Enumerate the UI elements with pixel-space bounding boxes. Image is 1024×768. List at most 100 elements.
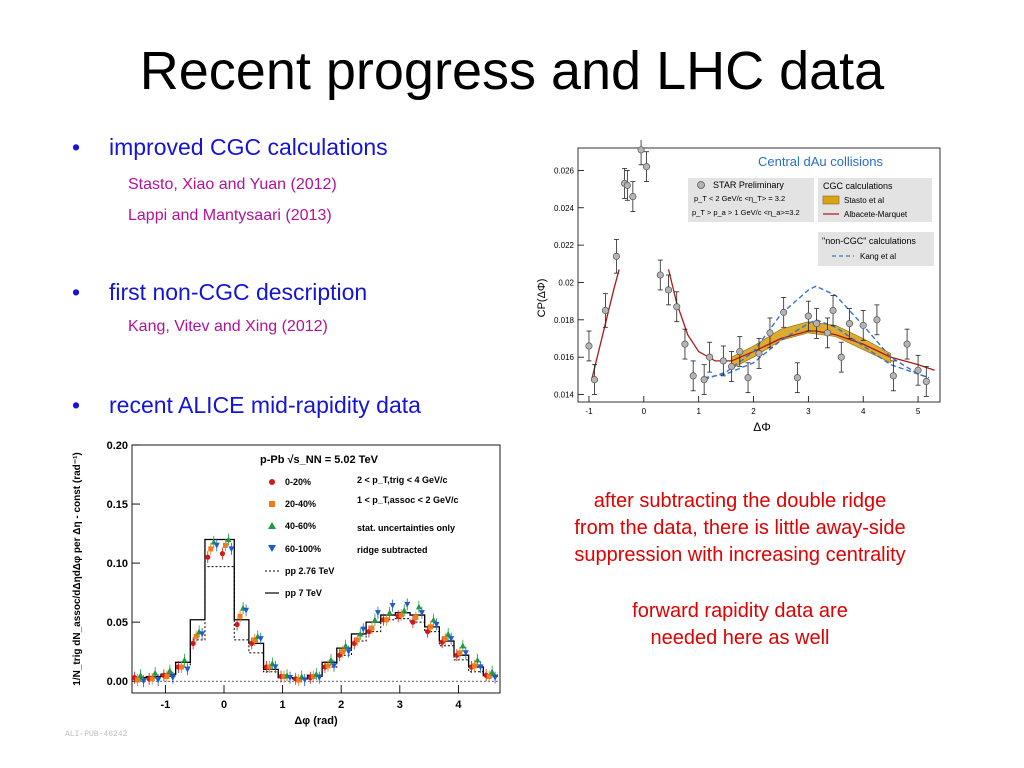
data-point <box>873 316 881 324</box>
x-tick-label: 0 <box>642 407 647 416</box>
data-point <box>345 649 352 655</box>
data-point <box>398 612 404 618</box>
data-point <box>922 377 930 386</box>
data-point <box>462 650 469 657</box>
data-point <box>728 362 736 371</box>
y-tick-label: 0.05 <box>107 617 128 629</box>
data-point <box>824 329 832 337</box>
kang-curve <box>704 319 930 379</box>
data-point <box>281 673 287 679</box>
legend: 0-20% 20-40% 40-60% 60-100% pp 2.76 TeV … <box>265 477 334 598</box>
y-tick-label: 0.026 <box>554 166 575 175</box>
data-point <box>287 675 294 681</box>
reference-stasto: Stasto, Xiao and Yuan (2012) <box>128 176 337 193</box>
data-point <box>208 546 214 552</box>
x-tick-label: 4 <box>861 407 866 416</box>
data-point <box>237 613 243 619</box>
y-tick-label: 0.018 <box>554 316 575 325</box>
data-point <box>471 663 477 669</box>
legend-title: "non-CGC" calculations <box>822 236 916 246</box>
data-point <box>374 610 381 616</box>
data-point <box>623 181 631 189</box>
y-tick-label: 0.016 <box>554 353 575 362</box>
data-point <box>219 551 226 557</box>
data-point <box>181 656 188 663</box>
plot-frame <box>131 444 501 694</box>
legend-title: STAR Preliminary <box>713 180 784 190</box>
data-point <box>612 252 620 260</box>
alice-ppb-chart: -1 0 1 2 3 4 0.00 0.05 0.10 0.15 0.20 p-Pb √s_NN =… <box>60 435 505 730</box>
chart-title: p-Pb √s_NN = 5.02 TeV <box>260 454 379 466</box>
legend-item: Albacete-Marquet <box>844 210 908 219</box>
data-point <box>664 286 673 294</box>
data-point <box>384 617 390 623</box>
data-point <box>418 610 425 616</box>
y-tick-label: 0.15 <box>107 499 128 511</box>
data-point <box>780 308 788 316</box>
x-tick-label: 1 <box>696 407 701 416</box>
data-point <box>135 677 141 683</box>
data-point <box>272 664 279 671</box>
legend-item: pp 2.76 TeV <box>285 566 334 576</box>
annotation: stat. uncertainties only <box>357 523 455 533</box>
data-point <box>301 677 308 684</box>
data-point <box>296 677 302 683</box>
legend-marker <box>269 479 275 485</box>
note-line: after subtracting the double ridge <box>593 490 887 512</box>
data-point <box>433 621 440 628</box>
data-point <box>252 637 258 643</box>
data-point <box>234 621 240 628</box>
bullet-marker: • <box>72 134 81 160</box>
data-point <box>804 312 812 320</box>
data-point <box>327 656 334 663</box>
data-point <box>457 650 463 656</box>
legend-line: p_T > p_a > 1 GeV/c <η_a>=3.2 <box>692 208 800 217</box>
bullet-cgc-calculations: improved CGC calculations <box>109 134 388 160</box>
data-point <box>424 628 431 635</box>
annotation: 2 < p_T,trig < 4 GeV/c <box>357 475 448 485</box>
data-point <box>766 329 774 337</box>
data-point <box>257 636 264 642</box>
legend-item: 40-60% <box>285 521 316 531</box>
data-point <box>149 676 155 682</box>
data-point <box>410 619 416 625</box>
data-point <box>629 193 637 201</box>
y-axis-label: CP(ΔΦ) <box>536 279 548 318</box>
y-axis-label: 1/N_trig dN_assoc/dΔηdΔφ per Δη - const … <box>72 452 83 685</box>
legend-band-swatch <box>822 195 840 205</box>
legend-item: 20-40% <box>285 499 316 509</box>
data-point <box>155 677 162 684</box>
note-forward: forward rapidity data are needed here as… <box>530 598 950 652</box>
data-point <box>178 664 184 670</box>
data-point <box>643 163 651 171</box>
x-tick-label: 5 <box>916 407 921 416</box>
annotation: 1 < p_T,assoc < 2 GeV/c <box>357 495 459 505</box>
legend-item: 60-100% <box>285 544 321 554</box>
x-tick-label: 2 <box>338 699 344 711</box>
data-point <box>310 673 316 679</box>
data-point <box>637 146 645 154</box>
data-point <box>829 306 837 315</box>
data-point <box>474 656 481 663</box>
data-point <box>859 321 867 329</box>
note-line: from the data, there is little away-side <box>574 517 906 539</box>
data-point <box>205 554 211 560</box>
data-point <box>228 546 235 553</box>
data-point <box>164 673 170 679</box>
plot-frame <box>577 147 941 403</box>
data-point <box>340 649 346 655</box>
data-point <box>492 675 499 681</box>
x-axis-label: Δφ (rad) <box>294 715 338 727</box>
y-tick-label: 0.02 <box>558 278 574 287</box>
bullet-marker: • <box>72 392 81 418</box>
data-point <box>700 376 708 384</box>
data-points <box>131 533 499 688</box>
x-axis-label: ΔΦ <box>753 420 771 434</box>
legend-item: 0-20% <box>285 477 311 487</box>
y-tick-label: 0.10 <box>107 558 128 570</box>
data-point <box>413 614 419 620</box>
y-tick-label: 0.20 <box>107 440 128 452</box>
data-point <box>389 603 396 609</box>
note-line: forward rapidity data are <box>632 600 848 622</box>
data-point <box>166 667 173 674</box>
